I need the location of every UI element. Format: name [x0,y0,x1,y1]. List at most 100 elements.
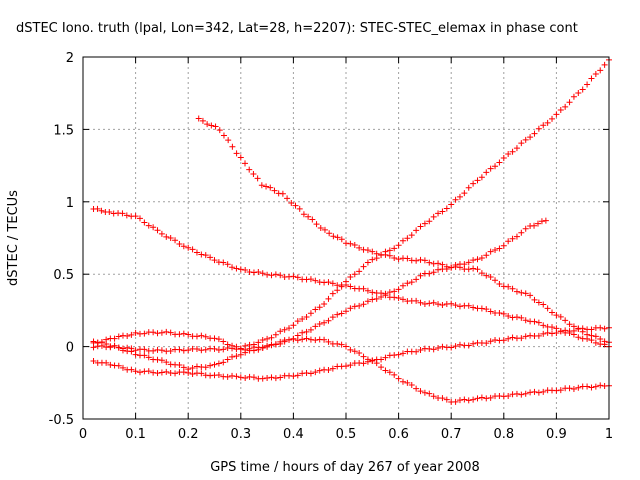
data-point [382,367,389,374]
data-point [364,287,371,294]
data-point [413,276,420,283]
data-point [167,329,174,336]
data-point [264,335,271,342]
data-point [123,212,130,219]
data-point [566,99,573,106]
y-tick-label: 1.5 [53,123,74,138]
y-tick-label: -0.5 [49,413,74,428]
data-point [553,387,560,394]
data-point [540,322,547,329]
data-point [452,196,459,203]
data-point [94,205,101,212]
data-point [237,374,244,381]
data-point [369,296,376,303]
data-point [347,362,354,369]
series-sat-D [90,324,612,382]
data-point [404,379,411,386]
data-point [242,266,249,273]
data-point [263,183,270,190]
data-point [478,270,485,277]
data-point [255,346,262,353]
x-tick-label: 0.5 [336,427,357,442]
data-point [90,357,97,364]
data-point [557,387,564,394]
data-point [360,353,367,360]
data-point [592,71,599,78]
data-point [163,328,170,335]
data-point [395,294,402,301]
data-point [373,295,380,302]
data-point [426,300,433,307]
data-point [347,273,354,280]
data-point [115,344,122,351]
data-point [522,317,529,324]
data-point [474,266,481,273]
data-point [522,225,529,232]
data-point [220,132,227,139]
data-point [579,325,586,332]
data-point [329,314,336,321]
data-point [268,342,275,349]
data-point [522,290,529,297]
data-point [430,346,437,353]
data-point [356,268,363,275]
data-point [242,349,249,356]
data-point [246,166,253,173]
data-point [483,169,490,176]
data-point [413,257,420,264]
data-point [321,319,328,326]
data-point [343,363,349,370]
data-point [185,331,192,338]
data-point [496,280,503,287]
data-point [413,297,420,304]
data-point [312,277,319,284]
data-point [443,266,450,273]
data-point [128,345,135,352]
data-point [588,75,595,82]
data-point [570,385,577,392]
data-point [549,115,556,122]
data-point [321,301,328,308]
data-point [426,218,433,225]
series-sat-F [90,56,612,355]
data-point [316,304,323,311]
data-point [254,175,261,182]
data-point [386,369,393,376]
x-tick-label: 0.6 [388,427,409,442]
series-sat-B [195,115,612,346]
data-point [154,370,161,377]
data-point [292,202,299,209]
data-point [111,335,118,342]
y-tick-label: 0.5 [53,268,74,283]
data-point [207,254,214,261]
data-point [544,329,551,336]
data-point [584,383,591,390]
data-point [158,369,165,376]
data-point [562,317,569,324]
data-point [421,301,428,308]
data-point [132,213,139,220]
data-point [474,177,481,184]
data-point [448,344,455,351]
data-point [329,280,336,287]
data-point [478,174,485,181]
data-point [588,326,595,333]
data-point [470,257,477,264]
data-point [132,329,139,336]
data-point [119,210,126,217]
data-point [542,217,549,224]
data-point [294,372,301,379]
data-point [395,351,402,358]
data-point [272,331,279,338]
data-point [386,289,393,296]
data-point [360,263,367,270]
data-point [461,261,468,268]
data-point [421,220,428,227]
data-point [307,370,314,377]
data-point [290,273,297,280]
data-point [531,388,538,395]
data-point [465,302,472,309]
data-point [150,347,157,354]
data-point [395,286,402,293]
data-point [430,269,437,276]
